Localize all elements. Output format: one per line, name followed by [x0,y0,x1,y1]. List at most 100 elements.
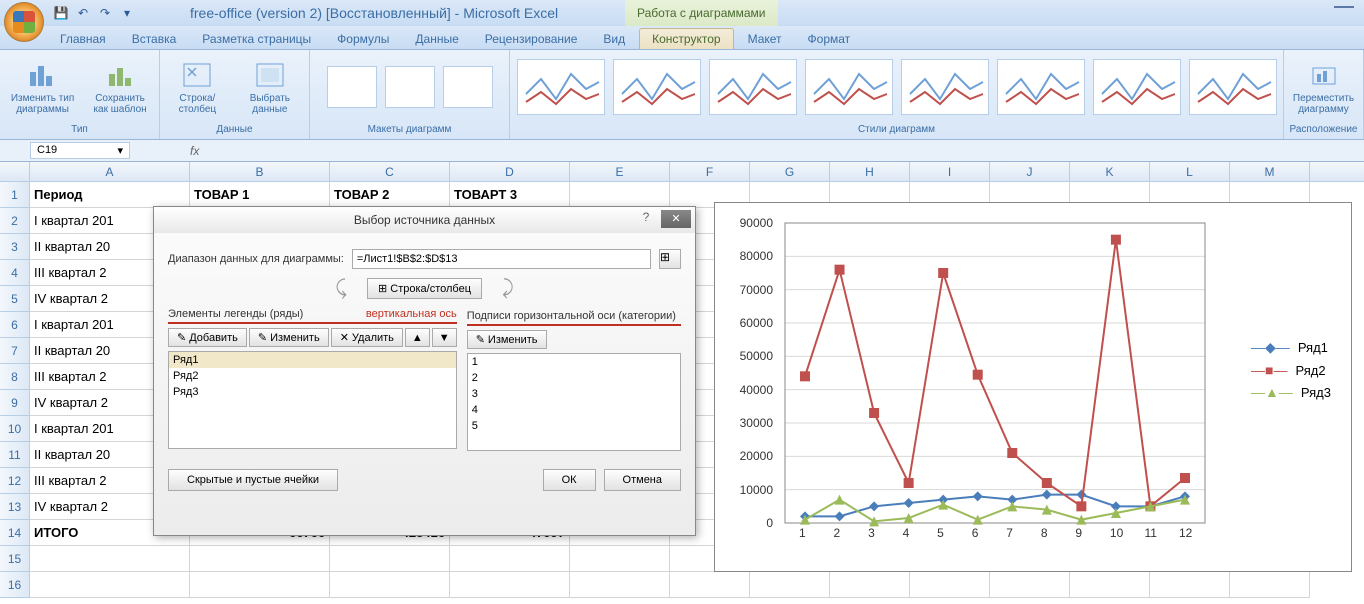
row-header[interactable]: 2 [0,208,30,234]
cell[interactable] [570,572,670,598]
cell[interactable]: ТОВАР 2 [330,182,450,208]
tab-вставка[interactable]: Вставка [120,29,189,49]
column-header[interactable]: M [1230,162,1310,181]
chart-style-preset[interactable] [1093,59,1181,115]
cell[interactable]: Период [30,182,190,208]
cell[interactable] [330,546,450,572]
cell[interactable] [670,572,750,598]
office-button[interactable] [4,2,44,42]
tab-формулы[interactable]: Формулы [325,29,401,49]
cell[interactable] [910,572,990,598]
add-series-button[interactable]: ✎Добавить [168,328,247,347]
row-header[interactable]: 15 [0,546,30,572]
cell[interactable] [750,572,830,598]
chart-styles-gallery[interactable] [514,52,1279,122]
tab-формат[interactable]: Формат [796,29,863,49]
tab-разметка страницы[interactable]: Разметка страницы [190,29,323,49]
column-header[interactable]: K [1070,162,1150,181]
category-list-item[interactable]: 2 [468,370,680,386]
hidden-empty-cells-button[interactable]: Скрытые и пустые ячейки [168,469,338,491]
cancel-button[interactable]: Отмена [604,469,681,491]
cell[interactable] [570,182,670,208]
cell[interactable] [1150,572,1230,598]
chart-data-range-input[interactable] [352,249,651,269]
chart-style-preset[interactable] [997,59,1085,115]
series-list-item[interactable]: Ряд3 [169,384,456,400]
qat-dropdown-icon[interactable]: ▾ [118,4,136,22]
fx-label[interactable]: fx [190,144,199,158]
row-header[interactable]: 16 [0,572,30,598]
series-list-item[interactable]: Ряд1 [169,352,456,368]
dialog-title-bar[interactable]: Выбор источника данных ? ✕ [154,207,695,233]
row-header[interactable]: 4 [0,260,30,286]
column-header[interactable]: F [670,162,750,181]
category-list-item[interactable]: 5 [468,418,680,434]
categories-listbox[interactable]: 12345 [467,353,681,451]
name-box[interactable]: C19▾ [30,142,130,159]
switch-row-column-button[interactable]: ⊞ Строка/столбец [367,278,482,299]
row-header[interactable]: 14 [0,520,30,546]
namebox-dropdown-icon[interactable]: ▾ [117,144,123,157]
range-picker-button[interactable]: ⊞ [659,249,681,269]
edit-categories-button[interactable]: ✎Изменить [467,330,547,349]
chart-style-preset[interactable] [517,59,605,115]
move-chart-button[interactable]: Переместить диаграмму [1288,57,1359,117]
edit-series-button[interactable]: ✎Изменить [249,328,329,347]
cell[interactable] [990,572,1070,598]
layout-preset[interactable] [385,66,435,108]
cell[interactable] [190,572,330,598]
row-header[interactable]: 5 [0,286,30,312]
move-down-button[interactable]: ▼ [432,328,457,347]
cell[interactable]: ТОВАРТ 3 [450,182,570,208]
cell[interactable] [330,572,450,598]
cell[interactable] [830,572,910,598]
cell[interactable] [1230,572,1310,598]
row-header[interactable]: 8 [0,364,30,390]
category-list-item[interactable]: 3 [468,386,680,402]
tab-данные[interactable]: Данные [403,29,470,49]
row-header[interactable]: 6 [0,312,30,338]
chart-layouts[interactable] [314,52,505,122]
row-header[interactable]: 3 [0,234,30,260]
switch-row-col-button[interactable]: Строка/столбец [164,57,231,117]
select-data-button[interactable]: Выбрать данные [235,57,305,117]
row-header[interactable]: 12 [0,468,30,494]
chart-style-preset[interactable] [613,59,701,115]
cell[interactable]: ТОВАР 1 [190,182,330,208]
chart-style-preset[interactable] [901,59,989,115]
save-template-button[interactable]: Сохранить как шаблон [85,57,155,117]
delete-series-button[interactable]: ✕Удалить [331,328,403,347]
cell[interactable] [30,572,190,598]
row-header[interactable]: 10 [0,416,30,442]
save-icon[interactable]: 💾 [52,4,70,22]
cell[interactable] [30,546,190,572]
redo-icon[interactable]: ↷ [96,4,114,22]
cell[interactable] [450,546,570,572]
cell[interactable] [190,546,330,572]
column-header[interactable]: B [190,162,330,181]
series-list-item[interactable]: Ряд2 [169,368,456,384]
category-list-item[interactable]: 4 [468,402,680,418]
tab-конструктор[interactable]: Конструктор [639,28,733,49]
row-header[interactable]: 9 [0,390,30,416]
column-header[interactable]: D [450,162,570,181]
row-header[interactable]: 11 [0,442,30,468]
chart-object[interactable]: —◆—Ряд1—■—Ряд2—▲—Ряд3 010000200003000040… [714,202,1352,572]
layout-preset[interactable] [443,66,493,108]
cell[interactable] [450,572,570,598]
column-header[interactable]: A [30,162,190,181]
minimize-icon[interactable] [1334,4,1354,8]
layout-preset[interactable] [327,66,377,108]
series-listbox[interactable]: Ряд1Ряд2Ряд3 [168,351,457,449]
undo-icon[interactable]: ↶ [74,4,92,22]
row-header[interactable]: 13 [0,494,30,520]
chart-tools-tab[interactable]: Работа с диаграммами [625,0,778,26]
column-header[interactable]: G [750,162,830,181]
cell[interactable] [570,546,670,572]
column-header[interactable]: J [990,162,1070,181]
column-header[interactable]: H [830,162,910,181]
chart-style-preset[interactable] [709,59,797,115]
row-header[interactable]: 1 [0,182,30,208]
tab-главная[interactable]: Главная [48,29,118,49]
chart-style-preset[interactable] [1189,59,1277,115]
